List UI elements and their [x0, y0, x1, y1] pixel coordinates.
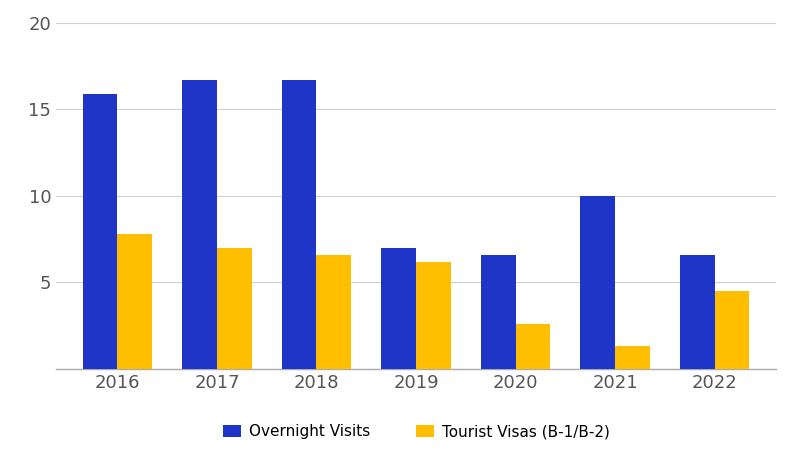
- Legend: Overnight Visits, Tourist Visas (B-1/B-2): Overnight Visits, Tourist Visas (B-1/B-2…: [217, 418, 615, 446]
- Bar: [118, 234, 152, 369]
- Bar: [615, 346, 650, 369]
- Bar: [317, 255, 351, 369]
- Bar: [82, 94, 118, 369]
- Bar: [481, 255, 515, 369]
- Bar: [580, 196, 615, 369]
- Bar: [680, 255, 714, 369]
- Bar: [714, 291, 750, 369]
- Bar: [182, 80, 217, 369]
- Bar: [416, 261, 451, 369]
- Bar: [381, 248, 416, 369]
- Bar: [515, 324, 550, 369]
- Bar: [217, 248, 252, 369]
- Bar: [282, 80, 317, 369]
